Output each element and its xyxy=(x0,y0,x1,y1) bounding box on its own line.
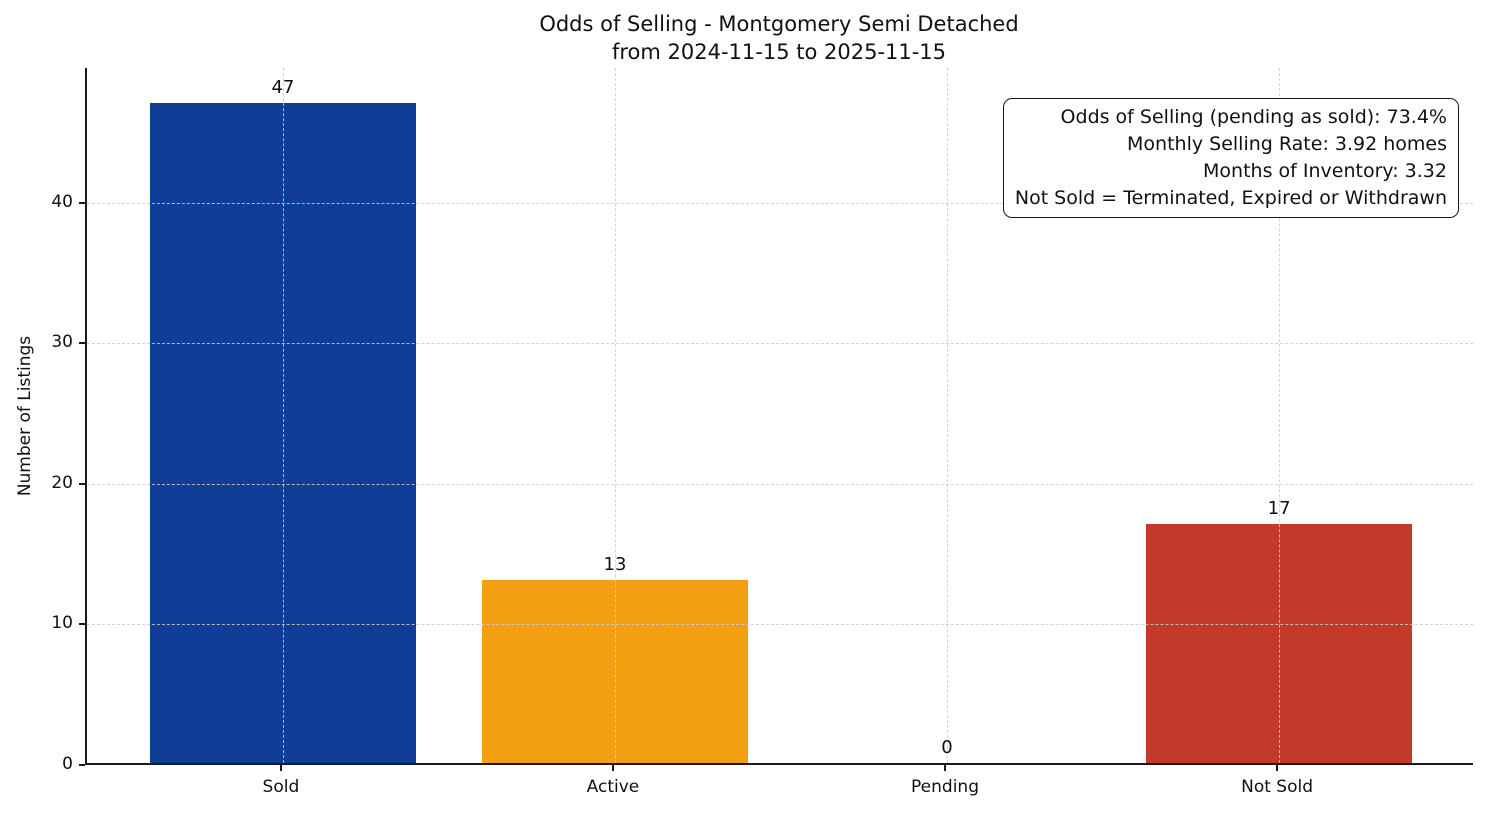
annotation-line-notsold-note: Not Sold = Terminated, Expired or Withdr… xyxy=(1014,187,1447,209)
x-tick-mark xyxy=(279,765,282,771)
y-tick-label: 10 xyxy=(51,613,73,634)
annotation-line-rate: Monthly Selling Rate: 3.92 homes xyxy=(1127,133,1447,155)
x-tick-label-active: Active xyxy=(586,777,640,797)
bar-value-label: 0 xyxy=(941,737,953,758)
annotation-line-inventory: Months of Inventory: 3.32 xyxy=(1203,160,1447,182)
bar-active xyxy=(482,580,748,763)
x-tick-label-pending: Pending xyxy=(911,777,979,797)
y-tick-label: 30 xyxy=(51,332,73,353)
bar-not-sold xyxy=(1146,524,1412,763)
x-axis: Sold Active Pending Not Sold xyxy=(85,765,1473,816)
y-tick-label: 40 xyxy=(51,191,73,212)
y-tick-label: 20 xyxy=(51,472,73,493)
x-tick-mark xyxy=(944,765,947,771)
y-tick-label: 0 xyxy=(62,754,73,774)
chart-title: Odds of Selling - Montgomery Semi Detach… xyxy=(539,12,1019,36)
x-tick-label-not-sold: Not Sold xyxy=(1241,777,1314,797)
gridline-vertical xyxy=(947,68,949,763)
y-axis: 0 10 20 30 40 xyxy=(0,68,85,774)
chart-subtitle: from 2024-11-15 to 2025-11-15 xyxy=(611,40,947,64)
x-tick-label-sold: Sold xyxy=(262,777,300,797)
y-tick-mark xyxy=(79,201,85,204)
plot-area: Odds of Selling (pending as sold): 73.4%… xyxy=(85,68,1473,765)
bar-sold xyxy=(150,102,416,763)
y-tick-mark xyxy=(79,764,85,766)
annotation-line-odds: Odds of Selling (pending as sold): 73.4% xyxy=(1060,106,1447,128)
chart-title-block: Odds of Selling - Montgomery Semi Detach… xyxy=(85,10,1473,66)
y-tick-mark xyxy=(79,342,85,345)
stats-annotation-box: Odds of Selling (pending as sold): 73.4%… xyxy=(1002,98,1459,218)
bar-value-label: 17 xyxy=(1267,498,1291,520)
y-tick-mark xyxy=(79,623,85,626)
y-tick-mark xyxy=(79,482,85,485)
x-tick-mark xyxy=(611,765,614,771)
x-tick-mark xyxy=(1276,765,1279,771)
bar-value-label: 13 xyxy=(603,554,627,576)
bar-value-label: 47 xyxy=(271,76,295,98)
